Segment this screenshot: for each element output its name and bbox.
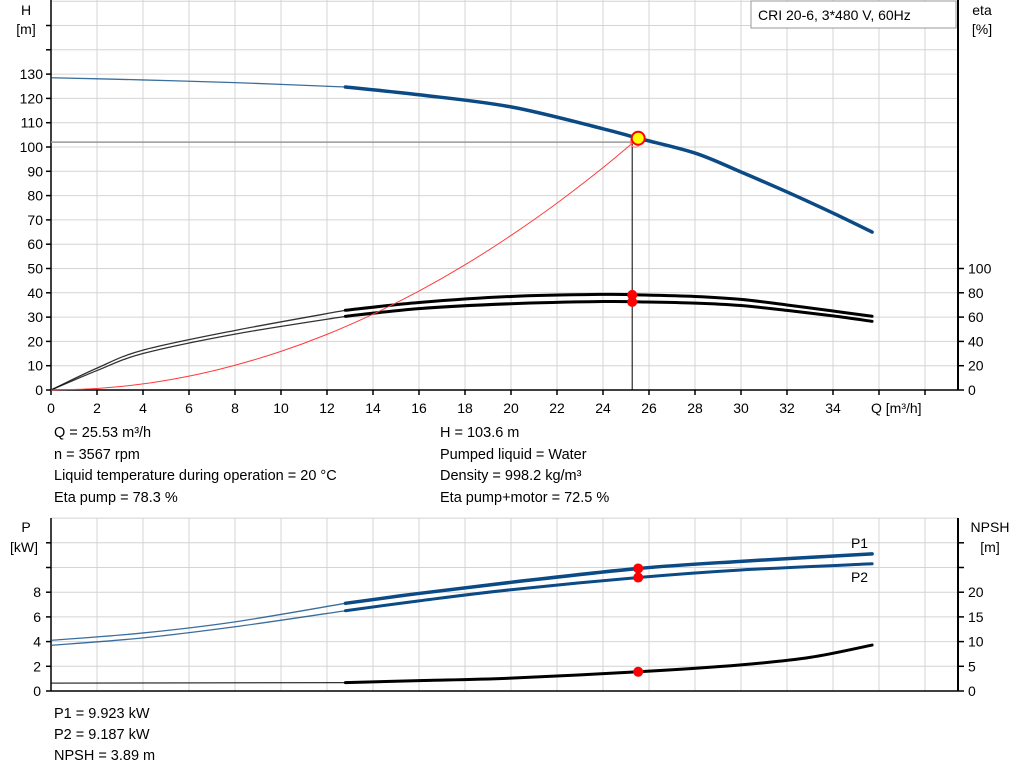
info-liquid: Pumped liquid = Water [440, 447, 587, 463]
p-tick-label: 6 [33, 609, 41, 625]
title-box [750, 0, 957, 29]
curve-thin-0 [50, 77, 346, 88]
npsh-dot [633, 666, 644, 677]
y-right-axis-unit: [%] [972, 21, 992, 37]
y-axis-unit: [m] [16, 21, 35, 37]
chart-title: CRI 20-6, 3*480 V, 60Hz [758, 7, 911, 23]
y-tick-label: 120 [20, 90, 44, 106]
y-tick-label: 90 [27, 163, 43, 179]
y-tick-label: 80 [27, 188, 43, 204]
system-curve [50, 137, 639, 391]
y-tick-label: 30 [27, 309, 43, 325]
y-tick-label: 0 [35, 382, 43, 398]
y-axis-label: H [21, 2, 31, 18]
y-right-tick-label: 100 [968, 261, 992, 277]
p1-dot [633, 563, 644, 574]
y-right-tick-label: 0 [968, 382, 976, 398]
curve-2 [343, 643, 874, 685]
x-tick-label: 20 [503, 400, 519, 416]
p-tick-label: 0 [33, 683, 41, 699]
x-tick-label: 12 [319, 400, 335, 416]
curve-thin-0 [50, 602, 346, 642]
info-eta-pump: Eta pump = 78.3 % [54, 490, 178, 506]
x-tick-label: 4 [139, 400, 147, 416]
info-speed: n = 3567 rpm [54, 447, 140, 463]
p2-label: P2 [851, 569, 868, 585]
y-tick-label: 130 [20, 66, 44, 82]
p-tick-label: 8 [33, 584, 41, 600]
y-tick-label: 10 [27, 358, 43, 374]
y-tick-label: 100 [20, 139, 44, 155]
y-right-tick-label: 80 [968, 285, 984, 301]
p-axis-label: P [21, 519, 30, 535]
x-axis-label: Q [m³/h] [871, 400, 922, 416]
y-right-tick-label: 20 [968, 358, 984, 374]
p1-label: P1 [851, 535, 868, 551]
p-axis-unit: [kW] [10, 539, 38, 555]
y-tick-label: 20 [27, 333, 43, 349]
x-tick-label: 22 [549, 400, 565, 416]
x-tick-label: 32 [779, 400, 795, 416]
y-tick-label: 70 [27, 212, 43, 228]
curve-0 [343, 85, 874, 234]
y-right-tick-label: 40 [968, 333, 984, 349]
p-tick-label: 4 [33, 634, 41, 650]
x-tick-label: 14 [365, 400, 381, 416]
npsh-tick-label: 10 [968, 634, 984, 650]
x-tick-label: 0 [47, 400, 55, 416]
curve-1 [343, 562, 874, 613]
x-tick-label: 26 [641, 400, 657, 416]
npsh-axis-label: NPSH [971, 519, 1010, 535]
npsh-tick-label: 20 [968, 584, 984, 600]
x-tick-label: 2 [93, 400, 101, 416]
info-temperature: Liquid temperature during operation = 20… [54, 468, 337, 484]
x-tick-label: 18 [457, 400, 473, 416]
curve-1 [343, 292, 874, 318]
npsh-axis-unit: [m] [980, 539, 999, 555]
eta-total-dot [627, 296, 638, 307]
x-tick-label: 10 [273, 400, 289, 416]
p-tick-label: 2 [33, 658, 41, 674]
y-tick-label: 40 [27, 285, 43, 301]
info-p2: P2 = 9.187 kW [54, 727, 150, 743]
x-tick-label: 34 [825, 400, 841, 416]
eta-pump-dot [627, 289, 638, 300]
x-tick-label: 6 [185, 400, 193, 416]
info-npsh: NPSH = 3.89 m [54, 748, 156, 764]
curve-0 [343, 552, 874, 606]
npsh-tick-label: 0 [968, 683, 976, 699]
x-tick-label: 28 [687, 400, 703, 416]
curve-2 [343, 299, 874, 323]
p2-dot [633, 572, 644, 583]
x-tick-label: 16 [411, 400, 427, 416]
y-tick-label: 50 [27, 261, 43, 277]
info-q: Q = 25.53 m³/h [54, 425, 152, 441]
info-p1: P1 = 9.923 kW [54, 706, 150, 722]
curve-thin-1 [50, 309, 346, 391]
y-right-tick-label: 60 [968, 309, 984, 325]
operating-point-marker [630, 130, 646, 146]
x-tick-label: 30 [733, 400, 749, 416]
info-h: H = 103.6 m [440, 425, 520, 441]
y-tick-label: 60 [27, 236, 43, 252]
npsh-tick-label: 15 [968, 609, 984, 625]
y-right-axis-label: eta [972, 2, 992, 18]
npsh-tick-label: 5 [968, 658, 976, 674]
curve-thin-1 [50, 610, 346, 646]
y-tick-label: 110 [21, 115, 44, 131]
x-tick-label: 24 [595, 400, 611, 416]
info-density: Density = 998.2 kg/m³ [440, 468, 582, 484]
info-eta-total: Eta pump+motor = 72.5 % [440, 490, 610, 506]
x-tick-label: 8 [231, 400, 239, 416]
curve-thin-2 [50, 315, 346, 391]
